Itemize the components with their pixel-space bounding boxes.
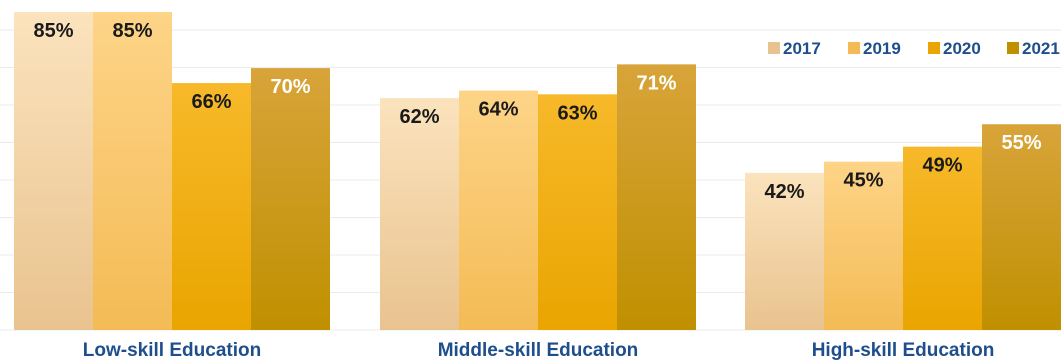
category-label: Low-skill Education: [83, 340, 261, 361]
category-label: Middle-skill Education: [438, 340, 639, 361]
legend-label: 2019: [863, 39, 901, 58]
value-label: 64%: [478, 99, 518, 121]
bar-2019-2: [459, 90, 538, 331]
legend-label: 2020: [943, 39, 981, 58]
value-label: 49%: [922, 155, 962, 177]
bar-2019-1: [93, 12, 172, 330]
legend: 2017 2019 2020 2021: [768, 39, 1060, 58]
value-label: 45%: [843, 170, 883, 192]
bar-2019-3: [824, 161, 903, 330]
legend-swatch: [768, 42, 780, 54]
value-label: 42%: [764, 181, 804, 203]
legend-swatch: [928, 42, 940, 54]
legend-swatch: [848, 42, 860, 54]
value-label: 85%: [112, 20, 152, 42]
value-labels: 85% 85% 66% 70% 62% 64% 63% 71% 42% 45% 49% 55%: [33, 20, 1041, 203]
bar-2017-3: [745, 172, 824, 330]
value-label: 63%: [557, 102, 597, 124]
value-label: 71%: [636, 72, 676, 94]
category-label: High-skill Education: [812, 340, 995, 361]
bar-2021-2: [617, 64, 696, 331]
bar-2021-3: [982, 124, 1061, 330]
legend-label: 2021: [1022, 39, 1060, 58]
bar-2020-1: [172, 83, 251, 330]
value-label: 62%: [399, 106, 439, 128]
bar-2017-2: [380, 98, 459, 330]
category-labels: Low-skill Education Middle-skill Educatio…: [83, 340, 995, 361]
legend-swatch: [1007, 42, 1019, 54]
value-label: 70%: [270, 76, 310, 98]
bar-2017-1: [14, 12, 93, 330]
bar-2020-3: [903, 146, 982, 330]
legend-label: 2017: [783, 39, 821, 58]
bar-2020-2: [538, 94, 617, 331]
value-label: 66%: [191, 91, 231, 113]
value-label: 85%: [33, 20, 73, 42]
value-label: 55%: [1001, 132, 1041, 154]
bars: [14, 12, 1061, 331]
bar-2021-1: [251, 68, 330, 330]
